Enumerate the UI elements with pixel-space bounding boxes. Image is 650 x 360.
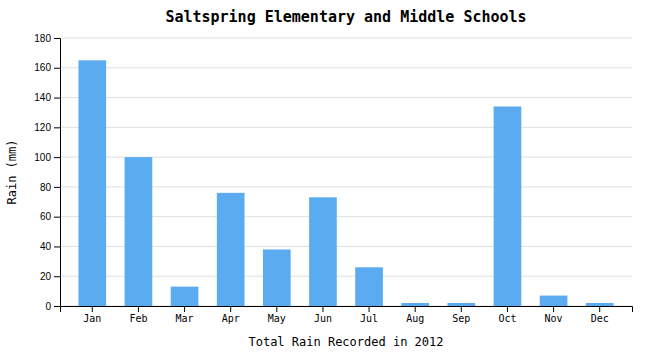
bar (309, 197, 337, 306)
x-tick-label: Feb (129, 313, 147, 324)
x-tick: Jul (360, 306, 378, 324)
chart-container: Jan Feb Mar Apr May Jun Jul Aug Sep Oct Nov Dec 0 20 4… (0, 0, 650, 360)
y-tick-label: 40 (40, 241, 52, 252)
x-tick-mark (461, 306, 462, 312)
y-tick-label: 60 (40, 211, 52, 222)
chart-svg: Jan Feb Mar Apr May Jun Jul Aug Sep Oct Nov Dec 0 20 4… (0, 0, 650, 360)
y-tick-mark (54, 246, 60, 247)
x-tick-mark (322, 306, 323, 312)
x-tick-mark (184, 306, 185, 312)
bar (125, 157, 153, 306)
y-tick-label: 180 (34, 33, 51, 44)
chart-title: Saltspring Elementary and Middle Schools (165, 8, 526, 26)
bar (540, 296, 568, 306)
x-axis-title: Total Rain Recorded in 2012 (248, 335, 443, 349)
x-tick-mark (276, 306, 277, 312)
x-tick: Dec (591, 306, 609, 324)
bar (355, 267, 383, 306)
x-tick-label: Jul (360, 313, 378, 324)
y-tick: 100 (34, 152, 60, 163)
x-tick-label: Mar (176, 313, 194, 324)
bar (586, 303, 614, 306)
bar (78, 60, 106, 306)
y-tick-label: 80 (40, 182, 52, 193)
x-tick-mark (553, 306, 554, 312)
x-tick-label: Aug (406, 313, 424, 324)
grid-line (60, 127, 632, 128)
y-tick: 0 (45, 301, 60, 312)
x-tick-label: Oct (498, 313, 516, 324)
x-tick: Aug (406, 306, 424, 324)
x-tick-label: Apr (222, 313, 240, 324)
y-tick-label: 120 (34, 122, 51, 133)
x-tick: Nov (545, 306, 563, 324)
x-tick: Feb (129, 306, 147, 324)
y-tick: 40 (40, 241, 60, 252)
y-tick: 60 (40, 211, 60, 222)
y-tick-mark (54, 276, 60, 277)
plot-area: Jan Feb Mar Apr May Jun Jul Aug Sep Oct Nov Dec 0 20 4… (34, 33, 632, 324)
x-tick-mark (92, 306, 93, 312)
x-tick-label: Sep (452, 313, 470, 324)
x-axis: Jan Feb Mar Apr May Jun Jul Aug Sep Oct Nov Dec (61, 306, 633, 324)
y-tick-label: 20 (40, 271, 52, 282)
x-tick: Mar (176, 306, 194, 324)
bar (494, 106, 522, 306)
x-tick-label: Jan (83, 313, 101, 324)
x-tick-mark (599, 306, 600, 312)
y-tick-label: 100 (34, 152, 51, 163)
x-tick-label: Jun (314, 313, 332, 324)
grid-line (60, 38, 632, 39)
x-tick: Oct (498, 306, 516, 324)
x-tick-label: Dec (591, 313, 609, 324)
y-tick-label: 160 (34, 62, 51, 73)
y-tick-mark (54, 98, 60, 99)
y-tick: 20 (40, 271, 60, 282)
y-tick-label: 140 (34, 92, 51, 103)
y-tick-mark (54, 38, 60, 39)
y-tick: 80 (40, 182, 60, 193)
x-tick-label: May (268, 313, 286, 324)
bar (263, 249, 291, 306)
x-tick-mark (507, 306, 508, 312)
x-tick-mark (369, 306, 370, 312)
axis-line (54, 39, 61, 307)
x-tick-label: Nov (545, 313, 563, 324)
x-tick-mark (138, 306, 139, 312)
grid-line (60, 67, 632, 68)
y-tick: 160 (34, 62, 60, 73)
bar (217, 193, 245, 306)
x-tick: Apr (222, 306, 240, 324)
y-tick-label: 0 (45, 301, 51, 312)
bars (78, 60, 613, 306)
x-tick-mark (230, 306, 231, 312)
grid-line (60, 97, 632, 98)
bar (171, 287, 199, 306)
x-tick: Sep (452, 306, 470, 324)
x-tick: Jan (83, 306, 101, 324)
y-tick: 180 (34, 33, 60, 44)
y-tick-mark (54, 306, 60, 307)
bar (401, 303, 429, 306)
y-tick-mark (54, 127, 60, 128)
y-tick: 120 (34, 122, 60, 133)
y-axis-title: Rain (mm) (5, 139, 19, 204)
y-tick-mark (54, 157, 60, 158)
y-axis: 0 20 40 60 80 100 120 140 160 180 (34, 33, 60, 312)
x-tick: May (268, 306, 286, 324)
grid (60, 38, 632, 306)
y-tick: 140 (34, 92, 60, 103)
y-tick-mark (54, 187, 60, 188)
y-tick-mark (54, 68, 60, 69)
axis-line (61, 307, 633, 313)
y-tick-mark (54, 217, 60, 218)
bar (447, 303, 475, 306)
x-tick-mark (415, 306, 416, 312)
x-tick: Jun (314, 306, 332, 324)
